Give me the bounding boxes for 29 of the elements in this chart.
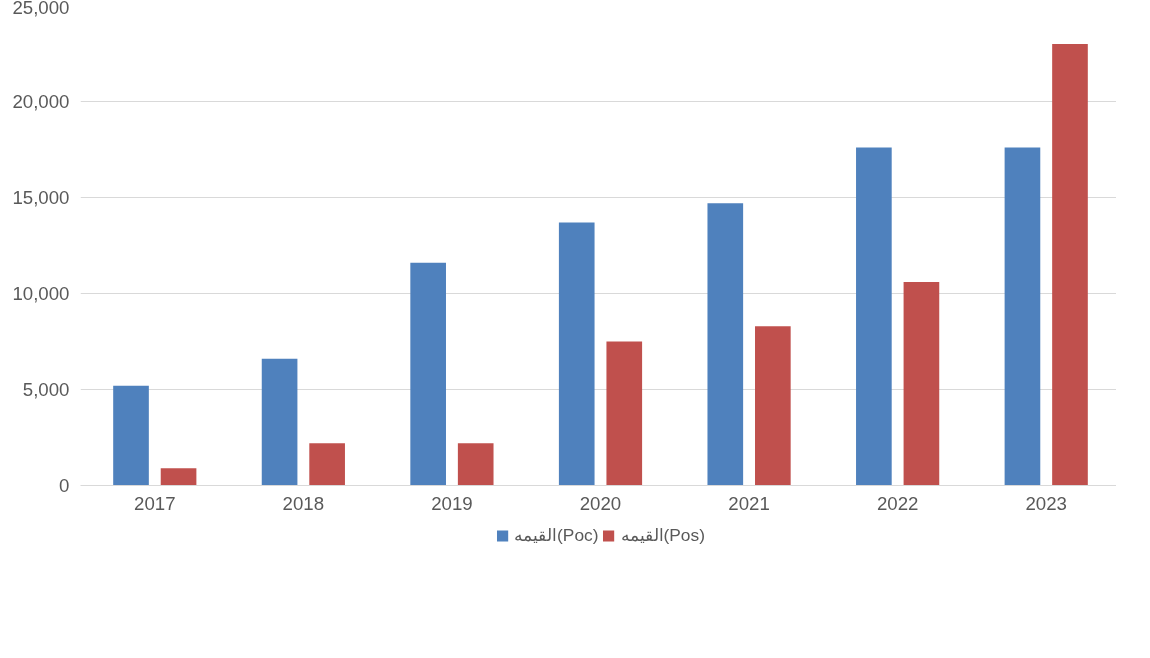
- y-tick-label: 5,000: [22, 379, 70, 400]
- bar: [113, 385, 149, 486]
- bar: [755, 326, 791, 486]
- bar: [1052, 43, 1088, 486]
- y-tick-label: 25,000: [12, 0, 70, 18]
- bar: [160, 468, 197, 486]
- legend-label: القيمه(Pos): [620, 524, 705, 546]
- x-tick-label: 2023: [1025, 492, 1067, 514]
- x-tick-label: 2018: [282, 492, 325, 514]
- x-tick-label: 2019: [431, 492, 473, 514]
- bar: [903, 281, 940, 486]
- x-tick-label: 2022: [876, 492, 919, 514]
- y-tick-label: 15,000: [12, 187, 70, 208]
- y-tick-label: 20,000: [12, 91, 70, 112]
- bar: [410, 262, 446, 486]
- bar: [856, 147, 892, 486]
- bar: [558, 222, 595, 486]
- y-tick-label: 10,000: [12, 283, 70, 304]
- bar: [606, 341, 643, 486]
- bar: [309, 443, 345, 486]
- y-tick-label: 0: [59, 475, 70, 496]
- bar: [457, 443, 494, 486]
- x-tick-label: 2017: [134, 492, 176, 514]
- x-tick-label: 2020: [579, 492, 622, 514]
- bar: [1004, 147, 1041, 486]
- bar: [261, 358, 298, 486]
- x-tick-label: 2021: [728, 492, 770, 514]
- bar: [707, 203, 744, 486]
- legend-label: القيمه(Poc): [514, 524, 599, 546]
